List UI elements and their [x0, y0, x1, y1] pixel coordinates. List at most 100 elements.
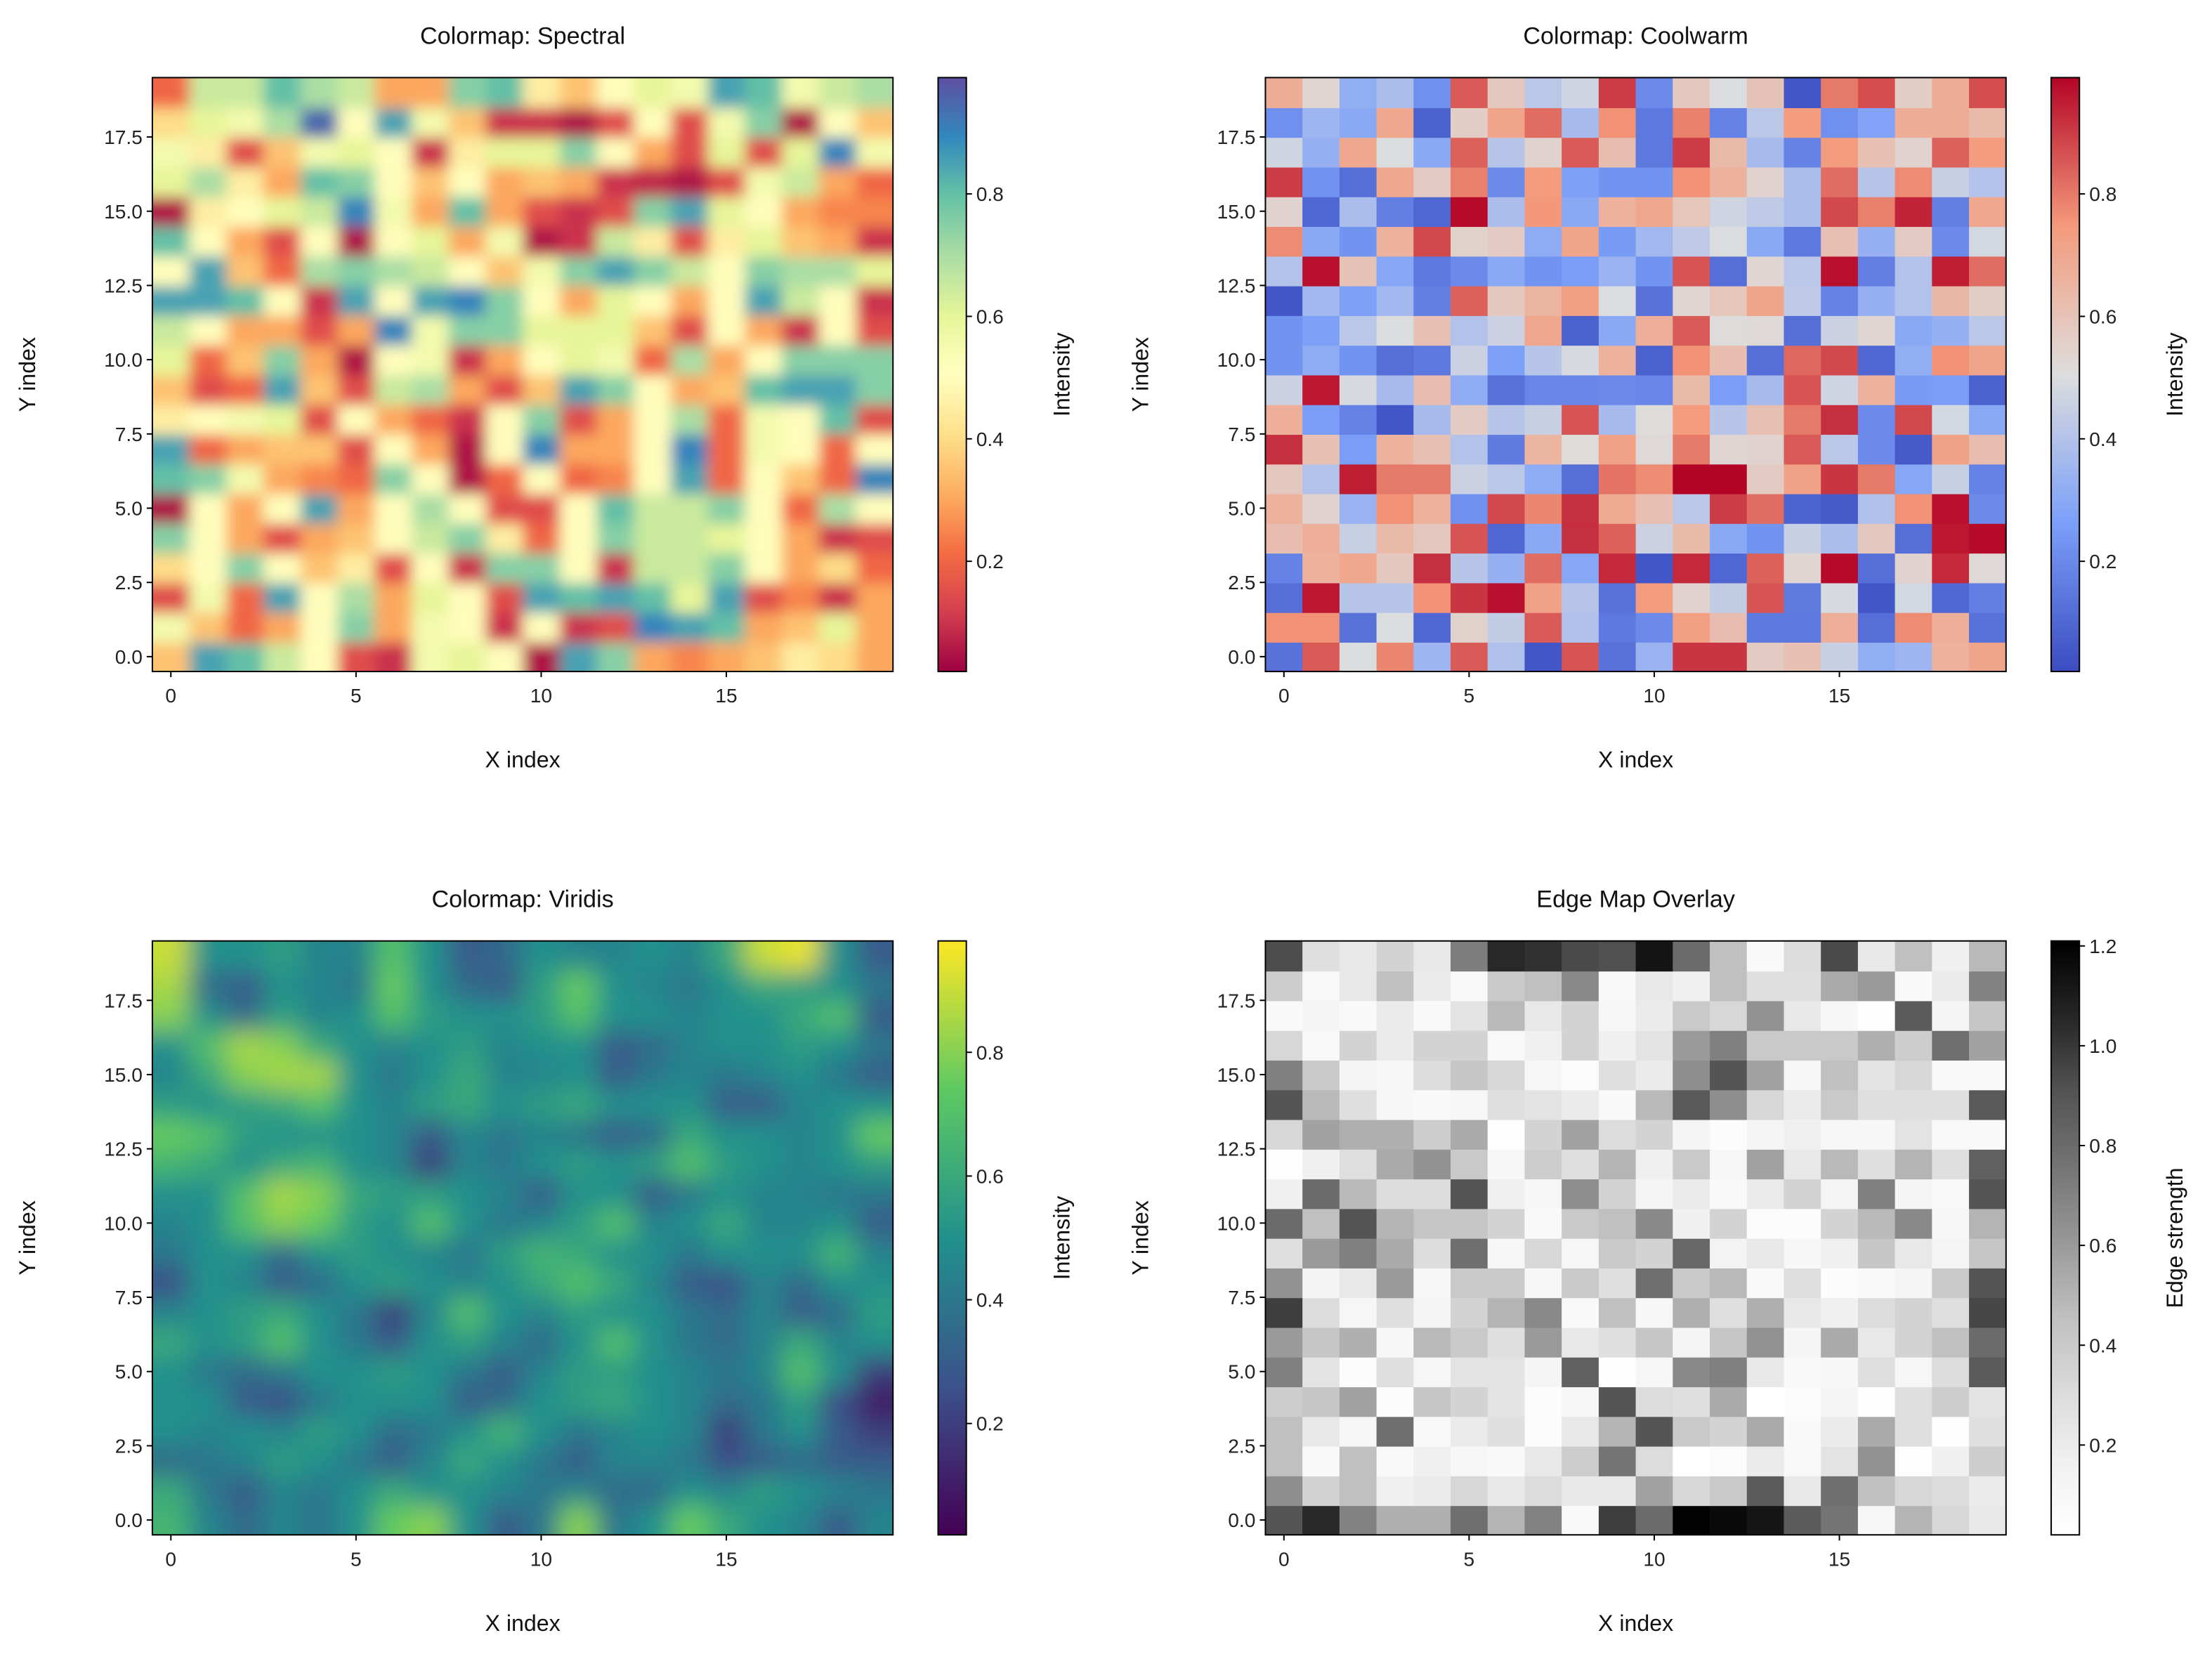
heatmap-cell	[596, 1119, 635, 1150]
heatmap-cell	[411, 315, 450, 346]
heatmap-cell	[818, 612, 857, 643]
heatmap-cell	[1524, 77, 1563, 108]
heatmap-cell	[782, 1504, 820, 1535]
heatmap-cell	[782, 285, 820, 316]
heatmap-cell	[1857, 1119, 1896, 1150]
heatmap-cell	[745, 344, 783, 376]
heatmap-cell	[411, 1386, 450, 1417]
heatmap-cell	[1265, 641, 1304, 672]
heatmap-cell	[856, 612, 894, 643]
heatmap-cell	[1710, 374, 1748, 405]
y-tick-label: 2.5	[115, 572, 143, 594]
heatmap-cell	[782, 1327, 820, 1358]
heatmap-cell	[596, 1208, 635, 1239]
heatmap-cell	[1376, 1416, 1415, 1447]
colorbar-gradient	[937, 77, 967, 673]
heatmap-cell	[856, 1208, 894, 1239]
heatmap-cell	[745, 582, 783, 613]
heatmap-cell	[263, 1148, 301, 1180]
heatmap-cell	[1784, 1356, 1822, 1388]
heatmap-cell	[596, 137, 635, 168]
heatmap-cell	[1413, 1475, 1452, 1507]
heatmap-cell	[1376, 641, 1415, 672]
heatmap-cell	[1821, 1327, 1859, 1358]
heatmap-cell	[1524, 1059, 1563, 1091]
heatmap-cell	[1746, 1089, 1785, 1120]
heatmap-cell	[782, 970, 820, 1002]
heatmap-cell	[189, 1445, 228, 1476]
heatmap-cell	[1821, 1148, 1859, 1180]
heatmap-cell	[634, 256, 672, 287]
heatmap-cell	[1710, 464, 1748, 494]
heatmap-cell	[300, 582, 339, 613]
heatmap-cell	[1413, 374, 1452, 405]
heatmap-cell	[1894, 1504, 1933, 1535]
x-tick-label: 10	[530, 685, 552, 707]
heatmap-cell	[189, 137, 228, 168]
heatmap-cell	[263, 1059, 301, 1091]
heatmap-cell	[1598, 225, 1637, 257]
heatmap-cell	[1821, 315, 1859, 346]
heatmap-cell	[189, 582, 228, 613]
heatmap-cell	[1857, 1000, 1896, 1031]
heatmap-cell	[1857, 344, 1896, 376]
heatmap-cell	[411, 641, 450, 672]
heatmap-cell	[300, 1445, 339, 1476]
heatmap-cell	[1487, 1148, 1526, 1180]
heatmap-cell	[1635, 1416, 1674, 1447]
heatmap-cell	[485, 1504, 524, 1535]
heatmap-cell	[226, 433, 265, 465]
heatmap-cell	[374, 404, 413, 435]
heatmap-cell	[337, 612, 376, 643]
heatmap-cell	[1969, 433, 2006, 465]
heatmap-cell	[818, 196, 857, 228]
heatmap-cell	[1821, 1386, 1859, 1417]
heatmap-cell	[707, 1504, 746, 1535]
heatmap-cell	[523, 641, 561, 672]
heatmap-cell	[1673, 1445, 1711, 1476]
heatmap-cell	[1746, 1208, 1785, 1239]
heatmap-cell	[670, 374, 709, 405]
heatmap-cell	[523, 225, 561, 257]
heatmap-cell	[1932, 493, 1970, 524]
heatmap-cell	[485, 641, 524, 672]
heatmap-cell	[1451, 256, 1488, 287]
heatmap-cell	[1487, 612, 1526, 643]
heatmap-cell	[263, 1327, 301, 1358]
heatmap-cell	[374, 107, 413, 138]
heatmap-cell	[782, 196, 820, 228]
heatmap-cell	[559, 1238, 598, 1268]
heatmap-cell	[337, 970, 376, 1002]
heatmap-cell	[1932, 612, 1970, 643]
heatmap-cell	[523, 285, 561, 316]
heatmap-cell	[1784, 285, 1822, 316]
heatmap-cell	[374, 1445, 413, 1476]
heatmap-cell	[634, 1148, 672, 1180]
heatmap-cell	[1894, 1000, 1933, 1031]
heatmap-cell	[152, 433, 190, 465]
heatmap-cell	[1487, 404, 1526, 435]
heatmap-cell	[559, 1059, 598, 1091]
heatmap-cell	[818, 493, 857, 524]
heatmap-cell	[1857, 641, 1896, 672]
heatmap-cell	[337, 552, 376, 584]
heatmap-cell	[1562, 1445, 1600, 1476]
heatmap-cell	[1784, 1475, 1822, 1507]
heatmap-cell	[1413, 464, 1452, 494]
heatmap-cell	[1598, 1030, 1637, 1061]
heatmap-cell	[1746, 1119, 1785, 1150]
heatmap-cell	[670, 1089, 709, 1120]
heatmap-cell	[1524, 464, 1563, 494]
heatmap-cell	[745, 552, 783, 584]
plot-frame	[151, 77, 894, 673]
heatmap-cell	[670, 582, 709, 613]
y-tick-label: 7.5	[115, 1287, 143, 1309]
heatmap-cell	[670, 970, 709, 1002]
heatmap-cell	[1635, 166, 1674, 197]
heatmap-cell	[596, 285, 635, 316]
heatmap-cell	[189, 256, 228, 287]
heatmap-cell	[1451, 315, 1488, 346]
heatmap-cell	[634, 552, 672, 584]
heatmap-cell	[596, 107, 635, 138]
heatmap-cell	[485, 1089, 524, 1120]
